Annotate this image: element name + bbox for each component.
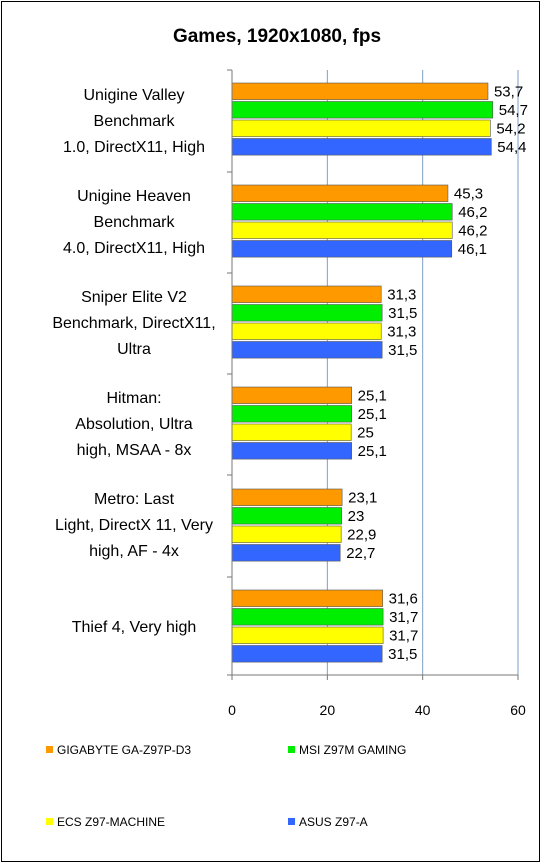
bar xyxy=(231,423,352,441)
legend-swatch xyxy=(288,818,295,825)
bar xyxy=(231,507,342,525)
bar xyxy=(231,626,384,644)
tick-label: 0 xyxy=(228,702,236,718)
data-label: 25,1 xyxy=(358,387,387,404)
bar xyxy=(231,304,383,322)
bar xyxy=(231,386,352,404)
bar xyxy=(231,608,384,626)
legend-label: ECS Z97-MACHINE xyxy=(57,815,165,829)
data-label: 54,2 xyxy=(496,120,525,137)
bar xyxy=(231,203,453,221)
bar xyxy=(231,488,343,506)
data-label: 31,5 xyxy=(388,342,417,359)
category-label: Light, DirectX 11, Very xyxy=(55,517,213,534)
data-label: 25,1 xyxy=(358,406,387,423)
tick-label: 20 xyxy=(320,702,336,718)
category-label: Unigine Valley xyxy=(83,87,184,104)
data-label: 31,3 xyxy=(387,286,416,303)
x-axis: 0 20 40 60 xyxy=(227,69,526,718)
category-label: high, MSAA - 8x xyxy=(77,442,192,459)
category-label: Benchmark xyxy=(94,113,176,130)
legend-label: ASUS Z97-A xyxy=(299,815,368,829)
bar xyxy=(231,138,492,156)
category-label: 1.0, DirectX11, High xyxy=(63,139,205,156)
bar xyxy=(231,442,352,460)
legend-swatch xyxy=(46,746,53,753)
bar xyxy=(231,525,342,543)
data-label: 46,2 xyxy=(458,222,487,239)
category-label: 4.0, DirectX11, High xyxy=(63,240,205,257)
data-label: 46,1 xyxy=(458,241,487,258)
data-label: 31,3 xyxy=(387,323,416,340)
bar xyxy=(231,285,382,303)
data-label: 54,7 xyxy=(499,102,528,119)
bar xyxy=(231,221,453,239)
bar xyxy=(231,101,494,119)
bar xyxy=(231,322,382,340)
bar xyxy=(231,645,383,663)
category-label: Benchmark xyxy=(94,214,176,231)
tick-label: 40 xyxy=(415,702,431,718)
data-label: 23,1 xyxy=(348,489,377,506)
category-label: Unigine Heaven xyxy=(77,188,191,205)
legend: GIGABYTE GA-Z97P-D3 MSI Z97M GAMING ECS Z9… xyxy=(46,743,406,829)
bars: 53,754,754,254,445,346,246,246,131,331,5… xyxy=(231,82,528,663)
data-label: 45,3 xyxy=(454,185,483,202)
legend-swatch xyxy=(46,818,53,825)
data-label: 31,5 xyxy=(388,305,417,322)
data-label: 31,7 xyxy=(389,609,418,626)
data-label: 22,7 xyxy=(346,545,375,562)
data-label: 31,6 xyxy=(389,590,418,607)
data-label: 53,7 xyxy=(494,83,523,100)
category-label: Benchmark, DirectX11, xyxy=(52,315,215,332)
data-label: 31,7 xyxy=(389,627,418,644)
category-label: Hitman: xyxy=(106,390,161,407)
legend-label: MSI Z97M GAMING xyxy=(299,743,406,757)
data-label: 23 xyxy=(348,508,365,525)
data-label: 25,1 xyxy=(358,443,387,460)
category-label: high, AF - 4x xyxy=(89,543,179,560)
data-label: 54,4 xyxy=(497,139,526,156)
chart-title: Games, 1920x1080, fps xyxy=(173,26,381,47)
tick-label: 60 xyxy=(510,702,526,718)
legend-swatch xyxy=(288,746,295,753)
data-label: 22,9 xyxy=(347,526,376,543)
category-label: Metro: Last xyxy=(94,491,175,508)
data-label: 31,5 xyxy=(388,646,417,663)
legend-label: GIGABYTE GA-Z97P-D3 xyxy=(57,743,191,757)
category-labels: Unigine Valley Benchmark 1.0, DirectX11, H… xyxy=(52,87,215,636)
data-label: 25 xyxy=(357,424,374,441)
category-label: Ultra xyxy=(117,341,151,358)
data-label: 46,2 xyxy=(458,204,487,221)
bar xyxy=(231,184,449,202)
bar xyxy=(231,341,383,359)
bar xyxy=(231,82,489,100)
bar xyxy=(231,405,352,423)
category-label: Thief 4, Very high xyxy=(72,619,197,636)
category-label: Sniper Elite V2 xyxy=(81,289,187,306)
category-label: Absolution, Ultra xyxy=(75,416,192,433)
grid-lines xyxy=(326,70,519,675)
bar xyxy=(231,240,453,258)
bar xyxy=(231,589,383,607)
bar xyxy=(231,119,491,137)
bar xyxy=(231,544,341,562)
